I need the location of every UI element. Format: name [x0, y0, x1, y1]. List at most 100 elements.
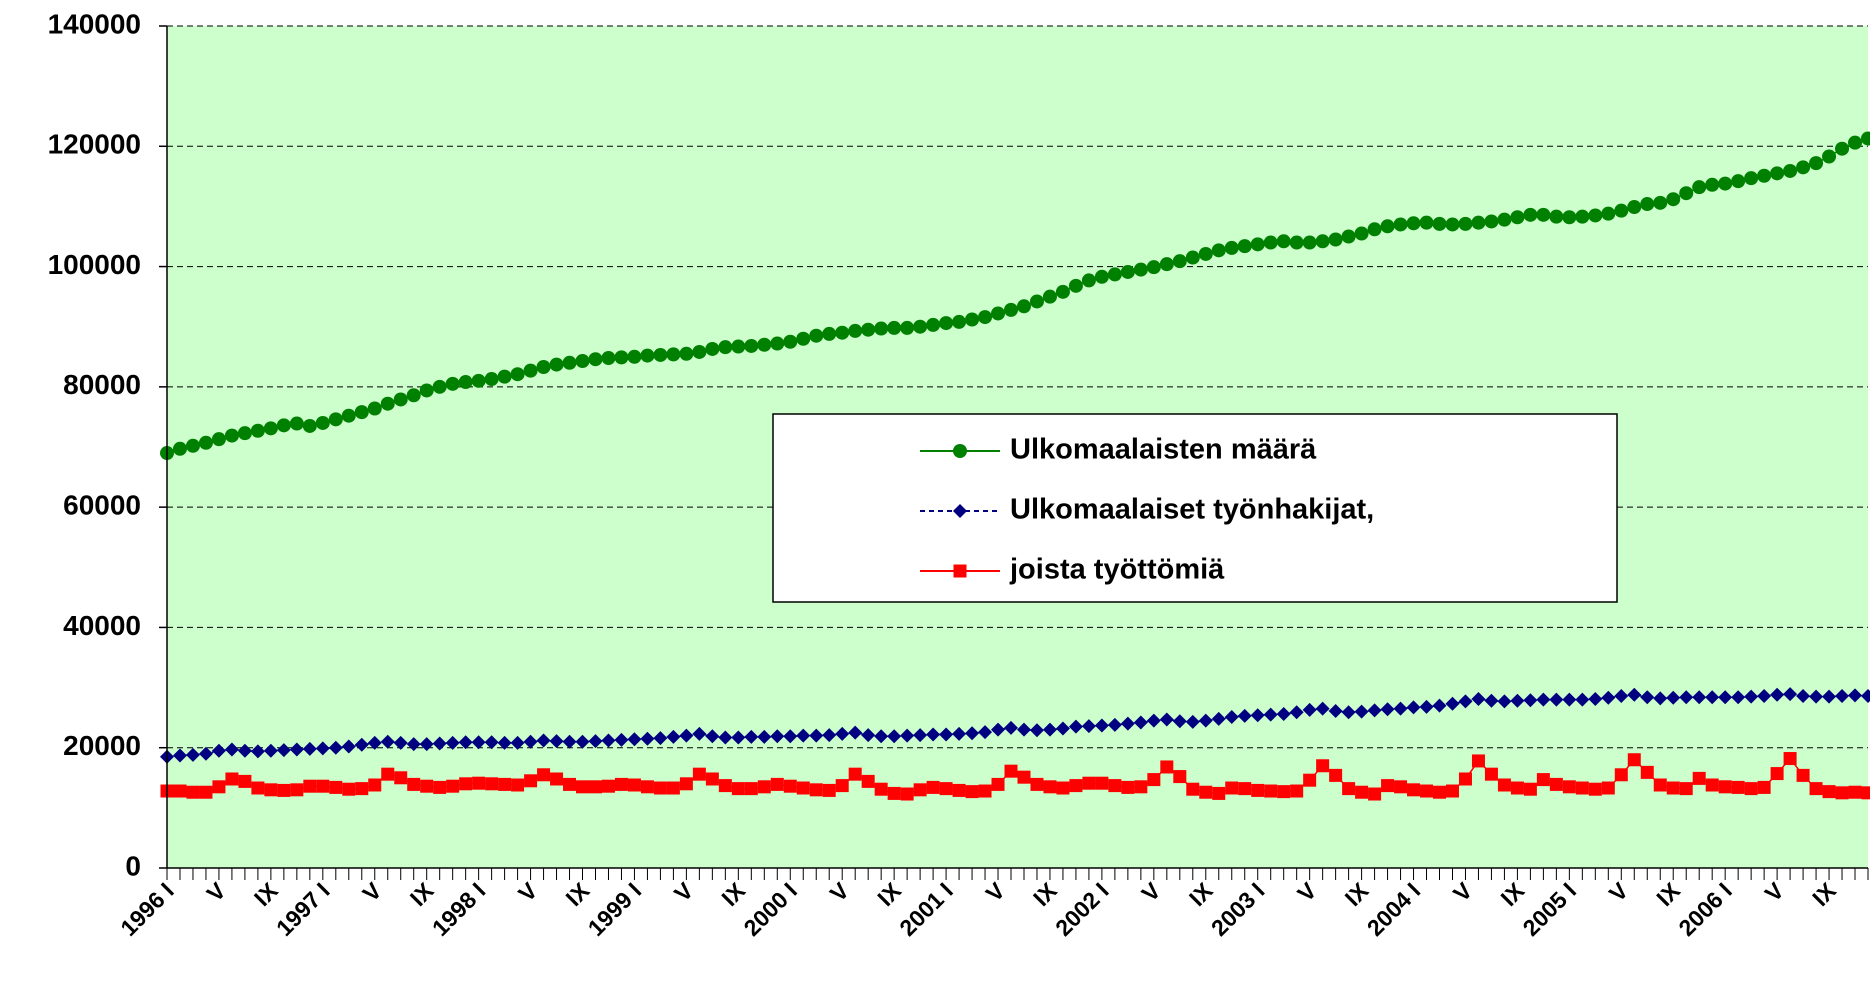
- y-tick-label: 60000: [63, 490, 141, 521]
- point: [1237, 708, 1252, 723]
- point: [198, 435, 213, 450]
- point: [926, 727, 941, 742]
- point: [796, 728, 811, 743]
- point: [1835, 688, 1850, 703]
- point: [419, 737, 434, 752]
- legend-label: Ulkomaalaisten määrä: [1010, 434, 1317, 466]
- point: [1770, 166, 1785, 181]
- point: [1055, 721, 1070, 736]
- point: [237, 426, 252, 441]
- point: [1861, 786, 1870, 800]
- point: [1107, 717, 1122, 732]
- point: [394, 771, 408, 785]
- point: [198, 746, 213, 761]
- point: [406, 737, 421, 752]
- point: [978, 725, 993, 740]
- point: [537, 768, 551, 782]
- point: [1718, 176, 1733, 191]
- point: [1303, 773, 1317, 787]
- point: [1588, 208, 1603, 223]
- point: [744, 729, 759, 744]
- point: [1017, 770, 1031, 784]
- point: [757, 337, 772, 352]
- point: [1549, 692, 1564, 707]
- point: [341, 739, 356, 754]
- point: [1068, 719, 1083, 734]
- point: [1432, 698, 1447, 713]
- point: [1250, 237, 1265, 252]
- point: [458, 735, 473, 750]
- point: [822, 326, 837, 341]
- point: [796, 781, 810, 795]
- point: [1523, 782, 1537, 796]
- x-tick-label: IX: [249, 877, 283, 911]
- point: [575, 734, 590, 749]
- point: [588, 352, 603, 367]
- point: [1263, 707, 1278, 722]
- point: [1016, 299, 1031, 314]
- point: [1484, 767, 1498, 781]
- point: [1264, 784, 1278, 798]
- point: [1640, 690, 1655, 705]
- point: [1757, 168, 1772, 183]
- x-tick-label: V: [357, 877, 387, 907]
- point: [1679, 690, 1694, 705]
- point: [1043, 780, 1057, 794]
- x-tick-label: 2003 I: [1206, 877, 1270, 941]
- point: [783, 334, 798, 349]
- point: [679, 777, 693, 791]
- point: [1367, 703, 1382, 718]
- point: [276, 743, 291, 758]
- point: [1510, 693, 1525, 708]
- point: [705, 772, 719, 786]
- point: [250, 423, 265, 438]
- point: [1458, 694, 1473, 709]
- point: [1276, 234, 1291, 249]
- x-tick-label: V: [1292, 877, 1322, 907]
- point: [459, 777, 473, 791]
- point: [926, 780, 940, 794]
- point: [965, 785, 979, 799]
- point: [861, 728, 876, 743]
- point: [1848, 135, 1863, 150]
- point: [1523, 693, 1538, 708]
- point: [848, 767, 862, 781]
- point: [472, 776, 486, 790]
- point: [991, 722, 1006, 737]
- point: [355, 782, 369, 796]
- point: [874, 729, 889, 744]
- x-tick-label: IX: [1184, 877, 1218, 911]
- point: [861, 774, 875, 788]
- point: [1016, 722, 1031, 737]
- point: [1146, 713, 1161, 728]
- point: [1433, 785, 1447, 799]
- point: [887, 729, 902, 744]
- point: [1744, 689, 1759, 704]
- point: [1588, 691, 1603, 706]
- point: [380, 396, 395, 411]
- point: [1627, 687, 1642, 702]
- point: [1861, 131, 1870, 146]
- point: [1861, 688, 1870, 703]
- point: [679, 728, 694, 743]
- point: [523, 734, 538, 749]
- point: [718, 730, 733, 745]
- point: [1614, 768, 1628, 782]
- point: [1536, 207, 1551, 222]
- legend-box: [772, 413, 1618, 603]
- point: [1069, 779, 1083, 793]
- point: [1653, 778, 1667, 792]
- point: [1380, 219, 1395, 234]
- point: [549, 357, 564, 372]
- point: [1186, 782, 1200, 796]
- point: [1848, 785, 1862, 799]
- point: [614, 777, 628, 791]
- point: [1159, 257, 1174, 272]
- point: [926, 317, 941, 332]
- point: [1212, 786, 1226, 800]
- point: [1731, 780, 1745, 794]
- point: [666, 347, 681, 362]
- point: [367, 735, 382, 750]
- point: [1510, 781, 1524, 795]
- point: [1185, 714, 1200, 729]
